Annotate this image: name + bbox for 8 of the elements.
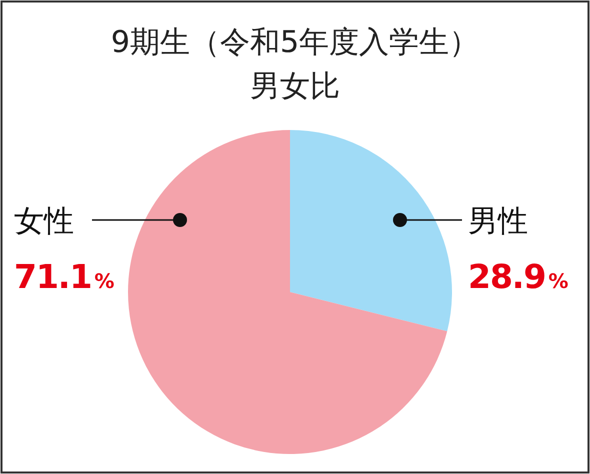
chart-subtitle: 男女比 <box>250 69 340 104</box>
pie-slice <box>290 130 452 332</box>
data-label: 28.9% <box>468 257 568 296</box>
slice-label: 男性 <box>468 204 528 239</box>
slice-label: 女性 <box>14 204 74 239</box>
pie-slice <box>128 130 448 454</box>
data-label: 71.1% <box>14 257 114 296</box>
chart-title: 9期生（令和5年度入学生） <box>110 25 480 60</box>
